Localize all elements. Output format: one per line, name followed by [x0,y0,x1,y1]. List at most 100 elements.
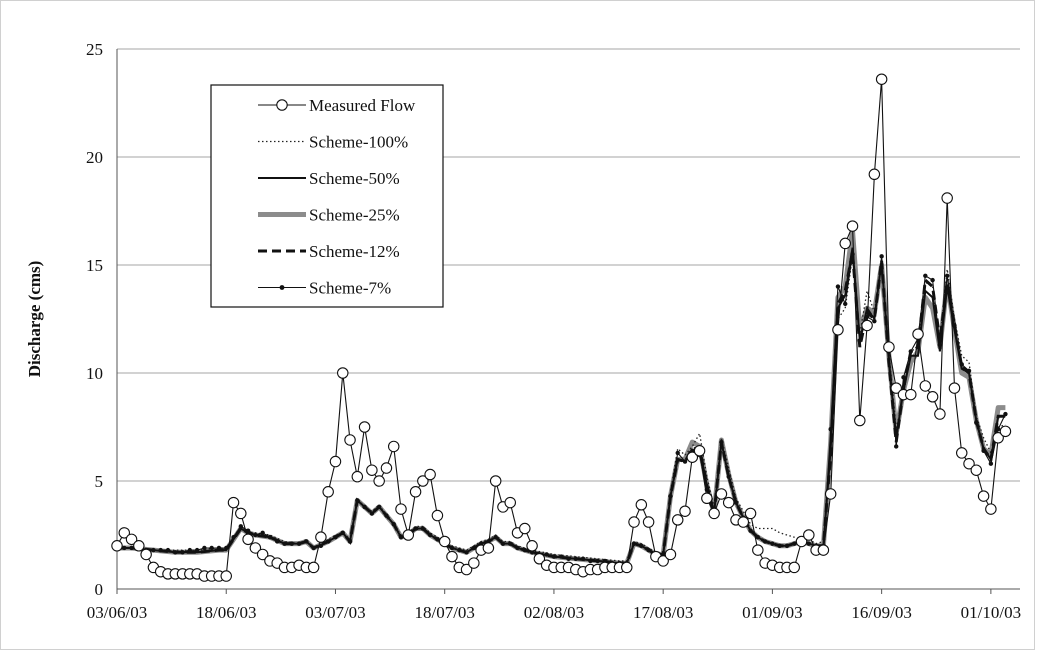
measured-point [438,535,451,548]
scheme-7-point [158,547,163,553]
x-tick-label: 18/07/03 [414,603,474,622]
measured-point [701,492,713,505]
scheme-7-point [937,342,943,348]
scheme-7-point [209,545,214,551]
scheme-7-point [843,301,848,307]
scheme-7-point [289,541,294,546]
scheme-7-point [471,545,477,551]
axes [116,49,1020,594]
scheme-7-point [165,547,171,553]
scheme-7-point [559,554,564,559]
scheme-7-point [224,545,229,551]
measured-point [890,382,902,394]
x-tick-label: 02/08/03 [524,603,584,622]
measured-point [242,533,254,546]
legend-label-scheme-7: Scheme-7% [309,279,391,298]
scheme-7-point [275,539,280,544]
measured-point [220,570,232,582]
measured-point [621,561,633,574]
measured-point [373,475,385,487]
scheme-7-point [792,541,797,546]
measured-point [118,527,131,539]
x-tick-label: 16/09/03 [851,603,911,622]
scheme-7-point [952,323,957,328]
legend-box [210,84,444,308]
y-tick-label: 5 [95,472,104,491]
measured-point [679,505,691,517]
measured-point [926,391,939,403]
measured-point [955,447,968,459]
scheme-7-point [420,526,426,531]
measured-point [722,496,735,509]
scheme-7-point [894,444,899,449]
scheme-7-point [1003,411,1008,417]
scheme-7-point [333,534,338,540]
measured-point [905,388,917,401]
legend-marker-measured-flow [276,99,288,111]
scheme-7-point [384,513,389,518]
scheme-7-point [966,368,972,374]
measured-point [336,367,349,379]
measured-point [322,486,334,498]
scheme-7-point [857,338,862,343]
measured-point [788,561,800,574]
scheme-7-point [325,539,331,544]
scheme-7-point [806,541,812,546]
scheme-7-point [668,493,673,499]
scheme-7-point [515,545,520,551]
measured-point [737,516,750,528]
measured-point [664,548,677,561]
measured-point [526,540,538,552]
measured-point [489,475,502,487]
scheme-7-point [318,543,324,548]
measured-point [839,237,851,250]
measured-point [693,445,706,457]
legend-label-measured-flow: Measured Flow [309,96,416,115]
measured-point [875,73,888,85]
measured-point [431,509,444,522]
y-axis-label: Discharge (cms) [25,261,44,378]
scheme-7-point [835,284,841,289]
measured-point [934,408,946,420]
measured-point [307,561,320,574]
measured-point [256,548,269,561]
scheme-7-point [573,556,578,561]
measured-point [817,544,830,556]
scheme-7-point [595,558,600,564]
y-tick-label: 0 [95,580,104,599]
scheme-7-point [216,545,222,551]
scheme-7-point [675,450,680,456]
measured-point [344,434,356,446]
scheme-7-point [180,550,185,555]
measured-point [854,414,866,427]
scheme-7-point [879,254,884,259]
scheme-7-point [493,534,498,540]
legend-marker-scheme-7 [279,285,285,290]
measured-point [846,220,859,232]
scheme-7-point [129,545,134,551]
measured-point [803,529,815,541]
scheme-7-point [784,543,790,548]
measured-point [744,507,757,520]
scheme-7-point [151,547,156,553]
scheme-7-point [944,273,950,278]
measured-point [941,192,953,204]
measured-point [380,462,393,474]
scheme-7-point [362,504,367,510]
scheme-7-point [762,539,768,544]
scheme-7-point [639,543,644,548]
measured-point [795,535,808,548]
scheme-7-point [187,547,193,553]
scheme-7-point [194,547,200,553]
scheme-7-point [872,318,877,324]
x-tick-label: 17/08/03 [633,603,693,622]
measured-point [111,540,123,552]
measured-point [387,440,400,453]
scheme-7-point [369,511,375,516]
measured-point [417,475,429,487]
scheme-7-point [748,528,753,533]
measured-point [125,533,138,546]
measured-point [468,557,480,569]
measured-point [919,380,932,392]
